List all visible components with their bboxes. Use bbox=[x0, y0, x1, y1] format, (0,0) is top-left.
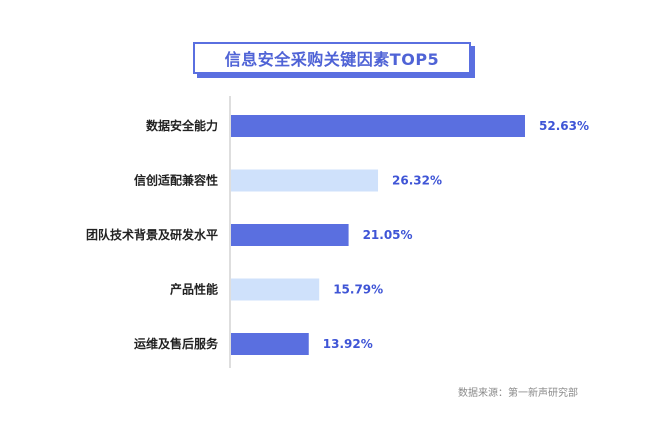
value-label-1: 52.63% bbox=[539, 119, 589, 133]
chart-title-box: 信息安全采购关键因素TOP5 bbox=[193, 42, 475, 78]
value-label-2: 26.32% bbox=[392, 174, 442, 188]
bar-4 bbox=[231, 278, 320, 301]
bar-5 bbox=[231, 333, 309, 355]
data-source: 数据来源：第一新声研究部 bbox=[458, 388, 578, 399]
bar-1 bbox=[231, 115, 525, 137]
value-label-3: 21.05% bbox=[363, 228, 413, 242]
bar-2 bbox=[231, 169, 379, 192]
value-label-5: 13.92% bbox=[323, 337, 373, 351]
category-label-4: 产品性能 bbox=[170, 282, 218, 297]
category-label-5: 运维及售后服务 bbox=[134, 336, 219, 351]
chart-title: 信息安全采购关键因素TOP5 bbox=[193, 42, 471, 74]
category-label-1: 数据安全能力 bbox=[146, 118, 218, 133]
value-label-4: 15.79% bbox=[333, 283, 383, 297]
bar-3 bbox=[231, 224, 349, 246]
category-label-3: 团队技术背景及研发水平 bbox=[86, 227, 218, 242]
category-label-2: 信创适配兼容性 bbox=[134, 173, 218, 188]
